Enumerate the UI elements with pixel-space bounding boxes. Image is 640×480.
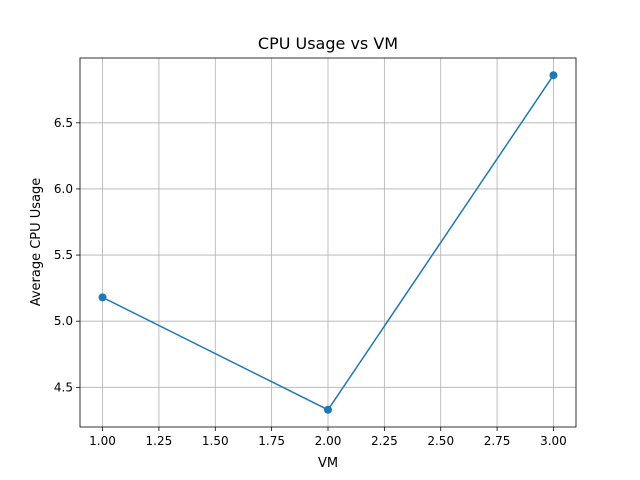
data-point [549,71,558,80]
x-tick-label: 2.50 [427,434,454,448]
chart-title: CPU Usage vs VM [258,34,398,53]
x-tick-label: 2.00 [315,434,342,448]
x-tick-label: 1.50 [202,434,229,448]
y-tick-label: 4.5 [54,380,73,394]
axis-ticks: 1.00 1.25 1.50 1.75 2.00 2.25 2.50 2.75 3.00 4.5 5… [54,116,567,448]
y-tick-label: 5.0 [54,314,73,328]
x-axis-label: VM [318,456,338,471]
plot-frame [79,57,577,428]
y-tick-label: 6.5 [54,116,73,130]
y-tick-label: 5.5 [54,248,73,262]
x-tick-label: 1.75 [258,434,285,448]
x-tick-label: 2.25 [371,434,398,448]
x-tick-label: 2.75 [484,434,511,448]
series-layer [98,71,558,414]
data-point [98,293,107,302]
x-tick-label: 1.00 [89,434,116,448]
y-axis-label: Average CPU Usage [29,178,44,307]
x-tick-label: 3.00 [540,434,567,448]
grid [80,58,576,427]
y-tick-label: 6.0 [54,182,73,196]
data-point [324,405,332,414]
x-tick-label: 1.25 [146,434,173,448]
